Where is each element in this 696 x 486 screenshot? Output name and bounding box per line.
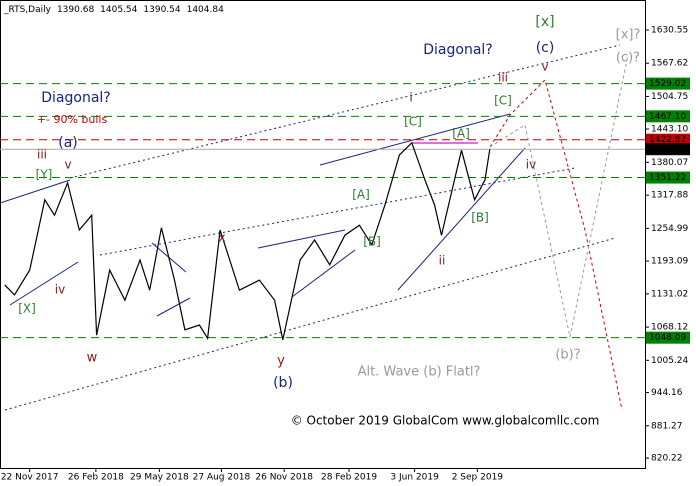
wave-label: [C] [494,94,512,108]
wave-label: Diagonal? [41,90,110,106]
y-tick-label: 1193.09 [651,257,688,267]
level-box [646,331,690,344]
x-tick-label: 26 Nov 2018 [255,473,313,483]
wave-label: [A] [452,127,470,141]
wave-label: ii [439,254,446,268]
wave-label: (b) [273,375,293,391]
copyright: © October 2019 GlobalCom www.globalcomll… [291,414,600,428]
y-tick-label: 1005.24 [651,356,688,366]
x-tick-label: 22 Nov 2017 [1,473,59,483]
y-tick-label: 1504.75 [651,92,688,102]
wave-label: w [87,351,98,366]
wave-label: Diagonal? [423,42,492,58]
level-label: 1422.87 [649,135,686,145]
trend-line [319,113,511,166]
trend-line [156,297,191,317]
y-tick-label: 1317.88 [651,191,688,201]
channel-line [99,167,576,256]
wave-label: (c)? [616,51,640,66]
wave-label: [Y] [36,168,53,182]
wave-label: (b)? [555,348,580,363]
level-box [646,143,690,156]
wave-label: x [218,231,225,245]
wave-label: [A] [352,188,370,202]
symbol: _RTS,Daily [3,5,52,15]
level-label: 1529.02 [649,79,686,89]
price-line [4,141,491,341]
wave-label: iii [498,71,508,85]
drawings [0,44,629,411]
x-tick-label: 28 Feb 2019 [321,473,377,483]
trend-line [0,179,71,204]
wave-label: (c) [536,40,555,56]
wave-label: [C] [404,115,422,129]
wave-label: y [277,354,285,369]
y-tick-label: 1068.12 [651,323,688,333]
x-tick-label: 2 Sep 2019 [452,473,504,483]
level-label: 1048.09 [649,333,686,343]
wave-label: [x]? [616,28,641,43]
wave-label: Alt. Wave (b) Flatl? [358,365,481,380]
channel-line [4,237,616,411]
wave-label: i [409,91,412,105]
wave-label: iii [37,148,47,162]
wave-label: [B] [471,211,489,225]
channel-line [69,44,621,179]
level-box [646,133,690,146]
level-label: 1351.22 [649,173,686,183]
level-box [646,171,690,184]
wave-label: [x] [535,14,554,30]
x-tick-label: 27 Aug 2018 [193,473,251,483]
y-tick-label: 881.27 [651,421,683,431]
x-tick-label: 29 May 2018 [130,473,189,483]
y-tick-label: 944.16 [651,388,683,398]
trend-line [291,249,356,298]
y-tick-label: 1380.07 [651,158,688,168]
y-tick-label: 1567.62 [651,59,688,69]
y-tick-label: 820.22 [651,454,683,464]
y-tick-label: 1443.10 [651,125,688,135]
projection [489,79,623,411]
wave-label: [X] [18,302,36,316]
wave-label: iv [526,158,536,172]
wave-label: +- 90% bulls [37,113,108,126]
y-tick-label: 1131.02 [651,289,688,299]
wave-label: [B] [363,235,381,249]
wave-label: v [64,158,71,172]
trend-line [397,147,526,291]
level-box [646,77,690,90]
projection [489,54,629,338]
ohlc-value: 1390.68 [57,5,94,15]
ohlc-value: 1404.84 [187,5,224,15]
wave-label: v [541,60,548,74]
y-tick-label: 1630.55 [651,25,688,35]
wave-label: iv [55,283,65,297]
x-tick-label: 26 Feb 2018 [68,473,124,483]
header: _RTS,Daily 1390.68 1405.54 1390.54 1404.84 [3,5,224,15]
y-tick-label: 1254.99 [651,224,688,234]
x-tick-label: 3 Jun 2019 [390,473,439,483]
ohlc-value: 1390.54 [143,5,180,15]
level-label: 1467.10 [649,112,686,122]
level-label: 1404.84 [649,145,686,155]
ohlc-value: 1405.54 [100,5,137,15]
level-box [646,110,690,123]
trend-line [9,261,79,306]
wave-label: (a) [58,135,78,151]
trend-line [257,229,346,249]
